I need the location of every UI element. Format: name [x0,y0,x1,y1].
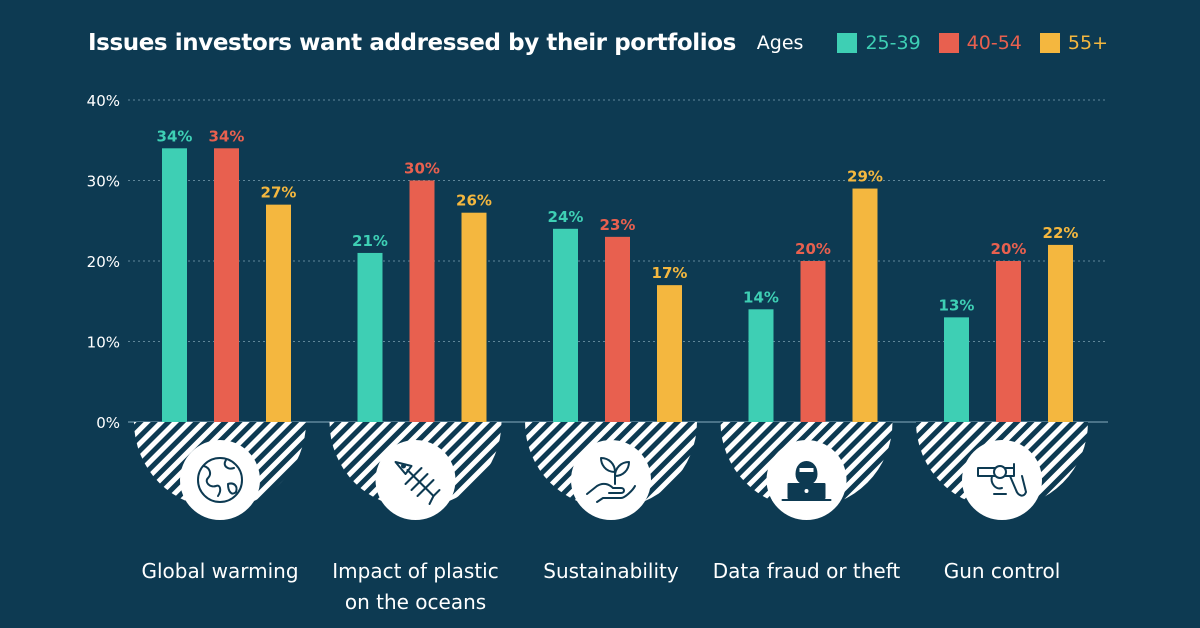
revolver-icon [977,463,1027,497]
icon-circle-gun-control [962,440,1042,520]
y-tick-label: 40% [87,92,120,110]
y-tick-label: 30% [87,173,120,191]
data-label-data-fraud-or-theft-55: 29% [847,168,883,186]
data-label-gun-control-40-54: 20% [991,240,1027,258]
data-label-data-fraud-or-theft-25-39: 14% [743,288,779,306]
y-tick-label: 10% [87,334,120,352]
icon-circle-global-warming [180,440,260,520]
category-label-global-warming: Global warming [141,559,298,583]
plant-in-hand-icon [586,457,636,503]
category-label-sustainability: Sustainability [543,559,679,583]
bar-impact-of-plastic-on-the-oceans-25-39 [357,252,383,422]
legend-item-40-54: 40-54 [938,32,1022,54]
bar-impact-of-plastic-on-the-oceans-40-54 [409,180,435,422]
data-label-sustainability-55: 17% [652,264,688,282]
data-label-impact-of-plastic-on-the-oceans-25-39: 21% [352,232,388,250]
bar-sustainability-40-54 [605,236,630,422]
bar-global-warming-25-39 [162,148,187,423]
data-label-data-fraud-or-theft-40-54: 20% [795,240,831,258]
legend-swatch-40-54 [938,33,959,53]
data-label-gun-control-25-39: 13% [939,296,975,314]
data-label-sustainability-40-54: 23% [600,216,636,234]
category-label-data-fraud-or-theft: Data fraud or theft [713,559,901,583]
y-tick-label: 0% [96,414,120,432]
legend-label-25-39: 25-39 [865,32,921,54]
legend-swatch-55-plus [1039,33,1060,53]
legend-swatch-25-39 [837,33,858,53]
bar-data-fraud-or-theft-55 [852,188,878,422]
legend-item-55-plus: 55+ [1039,32,1108,54]
y-tick-label: 20% [87,253,120,271]
data-label-gun-control-55: 22% [1043,224,1079,242]
chart-legend: Ages 25-39 40-54 55+ [757,32,1108,54]
data-label-sustainability-25-39: 24% [548,208,584,226]
legend-label-55-plus: 55+ [1067,32,1108,54]
bar-global-warming-55 [266,204,291,422]
legend-label-40-54: 40-54 [966,32,1022,54]
data-label-impact-of-plastic-on-the-oceans-40-54: 30% [404,160,440,178]
bar-sustainability-55 [657,285,682,422]
data-label-global-warming-55: 27% [261,184,297,202]
chart-title: Issues investors want addressed by their… [88,30,736,56]
bar-data-fraud-or-theft-25-39 [748,309,774,422]
category-label-impact-of-plastic-on-the-oceans: Impact of plastic [332,559,498,583]
bar-sustainability-25-39 [553,228,578,422]
globe-icon [197,457,243,503]
fish-skeleton-icon [394,461,441,505]
category-label-impact-of-plastic-on-the-oceans: on the oceans [345,590,486,614]
legend-title: Ages [756,32,804,54]
bar-gun-control-40-54 [996,261,1021,422]
bar-impact-of-plastic-on-the-oceans-55 [461,212,487,422]
icon-circle-sustainability [571,440,651,520]
icon-circle-impact-of-plastic-on-the-oceans [375,440,456,520]
category-label-gun-control: Gun control [944,559,1061,583]
bar-data-fraud-or-theft-40-54 [800,261,826,422]
data-label-global-warming-25-39: 34% [157,127,193,145]
bar-global-warming-40-54 [214,148,239,423]
legend-item-25-39: 25-39 [837,32,921,54]
data-label-impact-of-plastic-on-the-oceans-55: 26% [456,192,492,210]
bar-gun-control-55 [1048,244,1073,422]
hacker-laptop-icon [781,461,832,501]
data-label-global-warming-40-54: 34% [209,127,245,145]
bar-gun-control-25-39 [944,317,969,422]
